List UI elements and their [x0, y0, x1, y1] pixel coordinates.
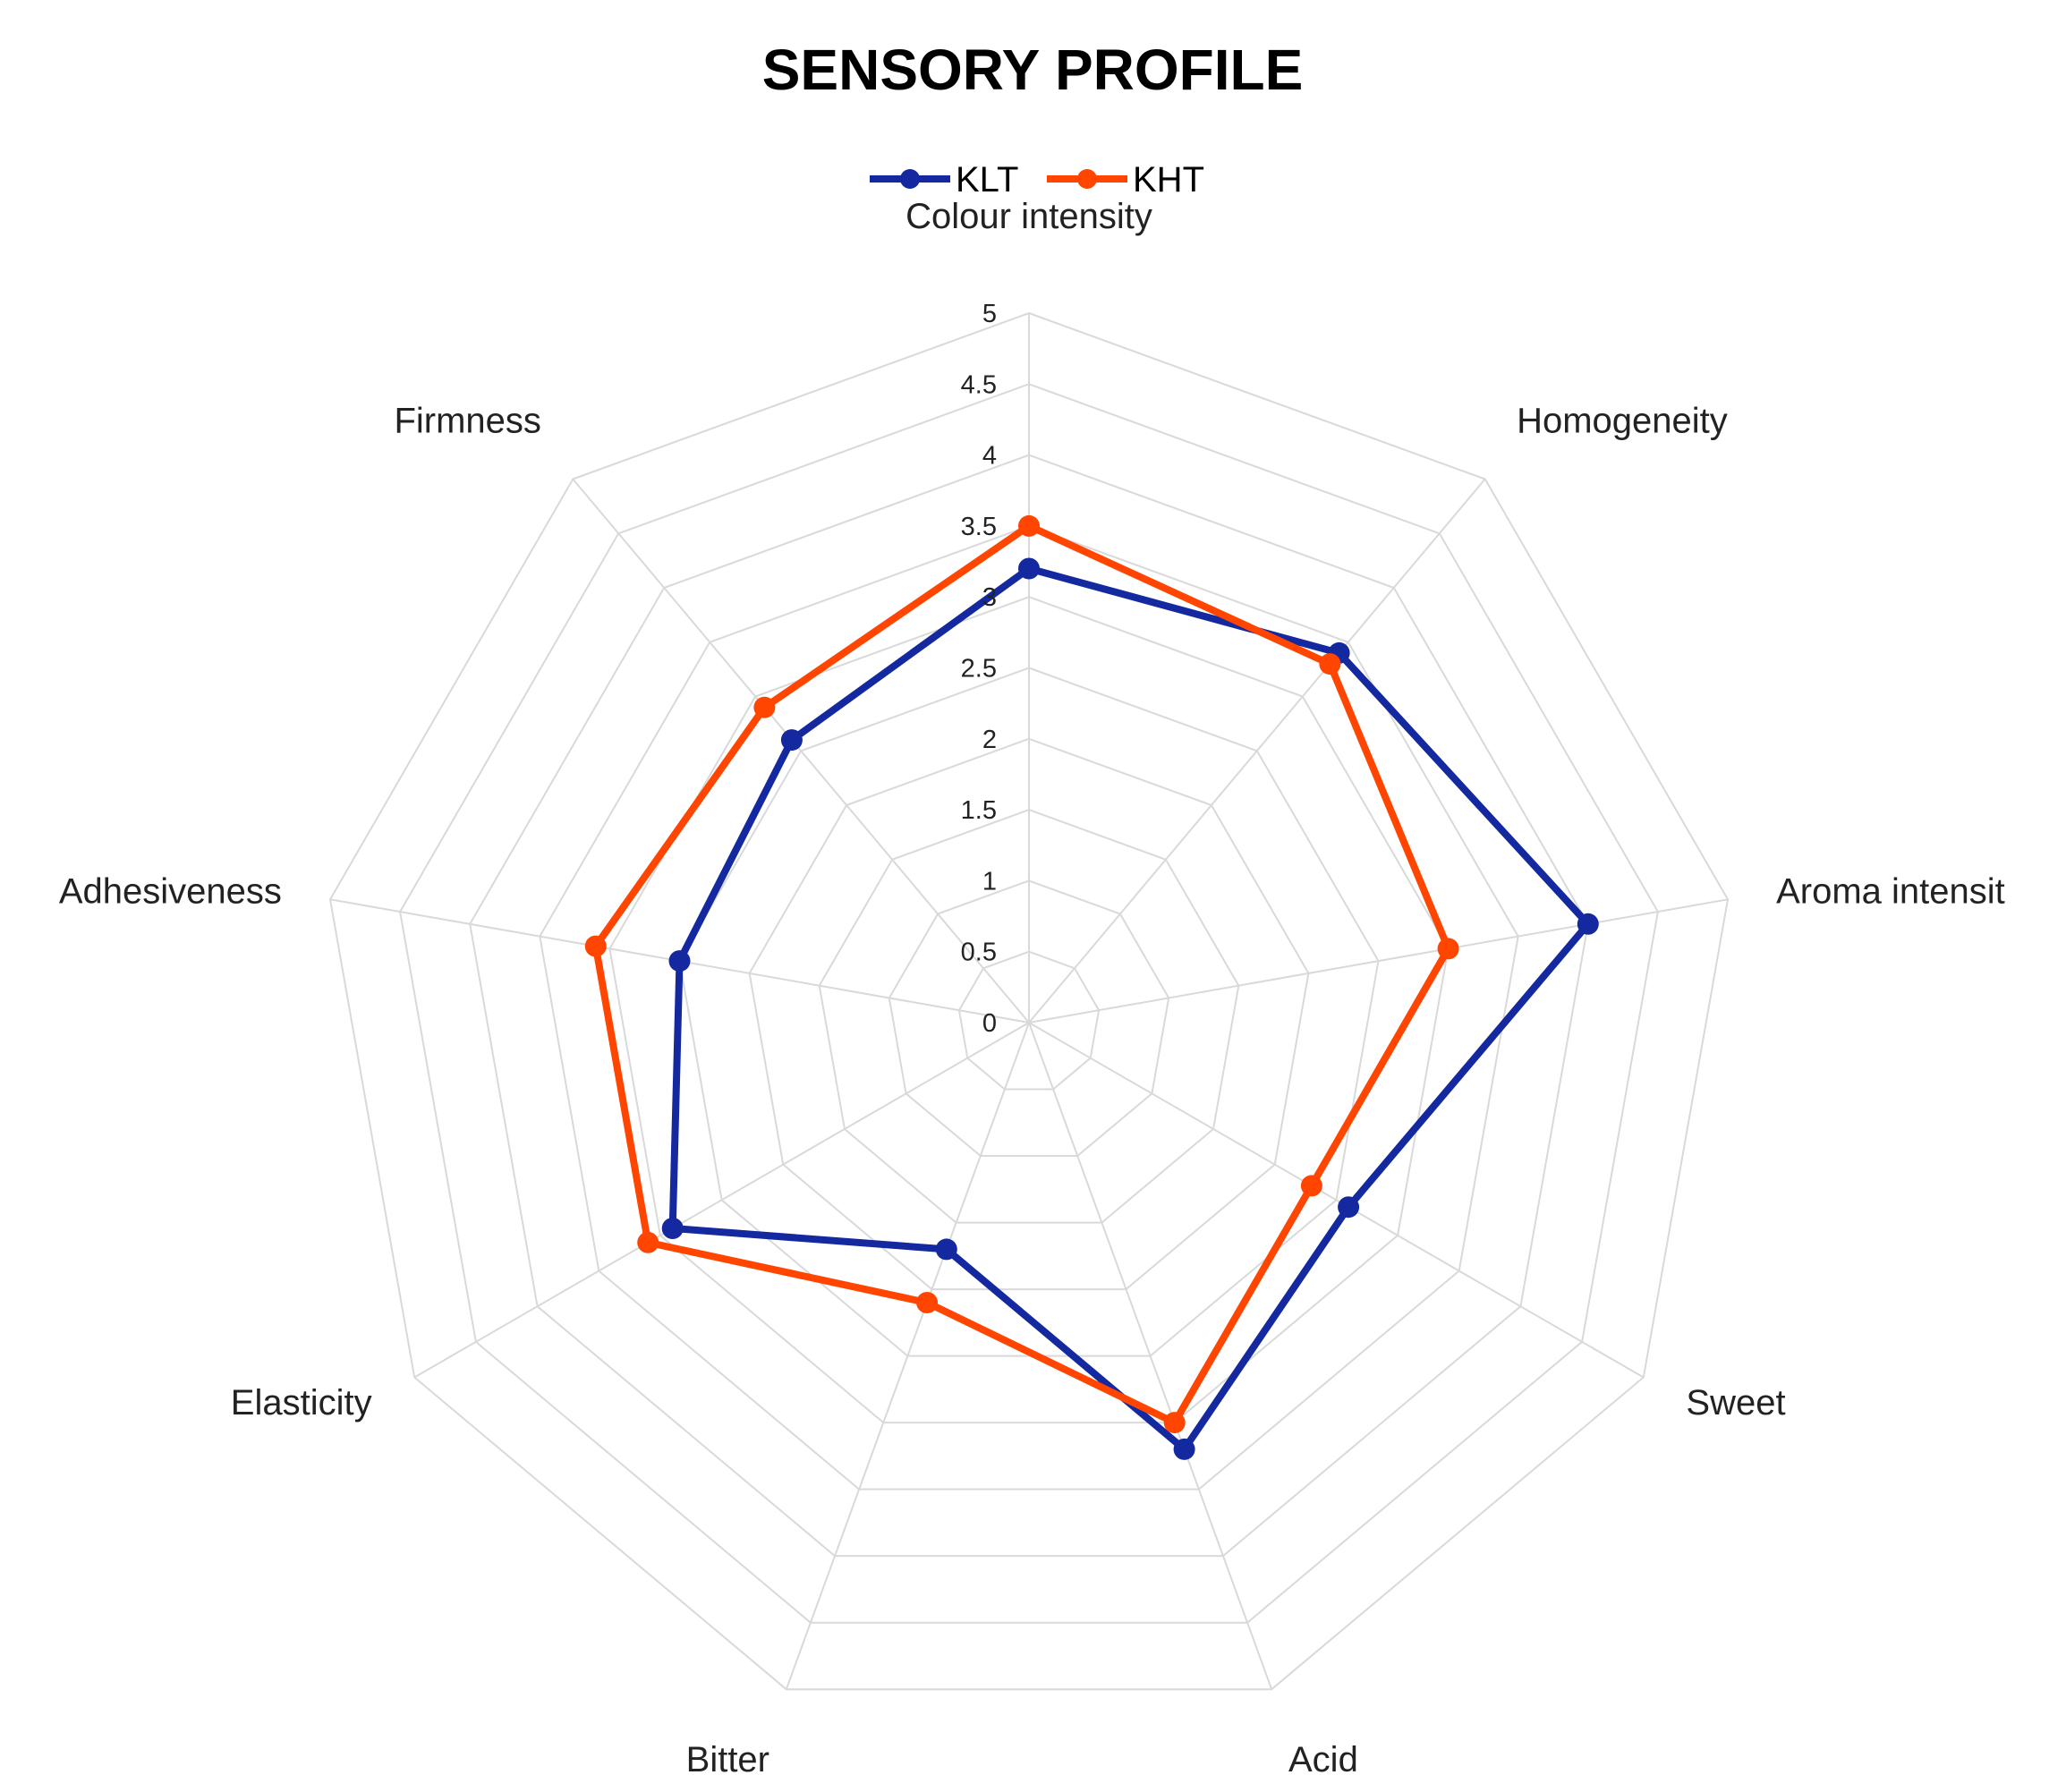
data-point-kht: [1300, 1175, 1322, 1197]
data-point-kht: [1319, 653, 1341, 675]
grid-spoke: [413, 1022, 1030, 1379]
data-point-kht: [1018, 514, 1040, 537]
grid-spoke: [1028, 1022, 1645, 1379]
tick-label: 0.5: [961, 938, 997, 967]
category-label: Colour intensity: [905, 197, 1152, 236]
series-line-kht: [591, 522, 1452, 1427]
data-point-klt: [1577, 913, 1599, 935]
grid-spoke: [1028, 898, 1729, 1023]
legend: KLT KHT: [870, 160, 1204, 200]
legend-item-kht: KHT: [1047, 160, 1204, 200]
tick-label: 1: [982, 867, 997, 896]
grid-ring: [818, 809, 1240, 1224]
legend-marker-klt: [900, 169, 920, 189]
tick-label: 4: [982, 442, 997, 471]
data-point-klt: [661, 1218, 684, 1239]
category-label: Firmness: [394, 401, 540, 440]
category-label: Aroma intensit: [1776, 872, 2005, 912]
category-label: Elasticity: [231, 1383, 372, 1423]
data-point-kht: [753, 696, 776, 718]
series-layer: [584, 514, 1599, 1460]
series-line-klt: [668, 565, 1592, 1453]
legend-label-klt: KLT: [956, 160, 1018, 200]
category-label: Sweet: [1686, 1383, 1785, 1423]
tick-label: 2: [982, 726, 997, 754]
data-point-klt: [935, 1238, 957, 1261]
data-point-klt: [1018, 557, 1040, 580]
tick-label: 3: [982, 583, 997, 612]
grid-ring: [328, 311, 1730, 1691]
data-point-klt: [668, 950, 691, 972]
data-point-klt: [1173, 1438, 1195, 1460]
category-labels: Colour intensity Homogeneity Aroma intensi…: [59, 197, 2005, 1779]
data-point-kht: [637, 1231, 659, 1253]
tick-label: 0: [982, 1009, 997, 1038]
data-point-klt: [1338, 1196, 1360, 1219]
grid-ring: [748, 737, 1310, 1291]
grid-ring: [399, 383, 1659, 1624]
grid-spoke: [572, 478, 1030, 1023]
legend-item-klt: KLT: [870, 160, 1018, 200]
data-point-klt: [780, 729, 803, 752]
data-point-kht: [916, 1292, 939, 1313]
data-point-kht: [584, 935, 607, 957]
tick-labels: 0 0.5 1 1.5 2 2.5 3 3.5 4 4.5 5: [961, 300, 997, 1038]
category-label: Acid: [1288, 1740, 1358, 1779]
tick-label: 2.5: [961, 655, 997, 684]
grid-spoke: [785, 1022, 1030, 1690]
chart-title: SENSORY PROFILE: [762, 38, 1304, 102]
category-label: Bitter: [686, 1740, 769, 1779]
data-point-kht: [1163, 1412, 1186, 1434]
grid-ring: [539, 524, 1519, 1491]
category-label: Homogeneity: [1517, 401, 1728, 440]
legend-label-kht: KHT: [1133, 160, 1204, 200]
category-label: Adhesiveness: [59, 872, 282, 912]
grid-spoke: [1028, 1022, 1273, 1690]
tick-label: 1.5: [961, 796, 997, 825]
tick-label: 4.5: [961, 370, 997, 399]
tick-label: 5: [982, 300, 997, 328]
grid-ring: [888, 879, 1170, 1157]
data-point-kht: [1437, 938, 1459, 960]
grid-ring: [957, 950, 1101, 1091]
grid-spoke: [1028, 478, 1486, 1023]
tick-label: 3.5: [961, 513, 997, 541]
legend-marker-kht: [1077, 169, 1097, 189]
grid-ring: [469, 454, 1589, 1558]
